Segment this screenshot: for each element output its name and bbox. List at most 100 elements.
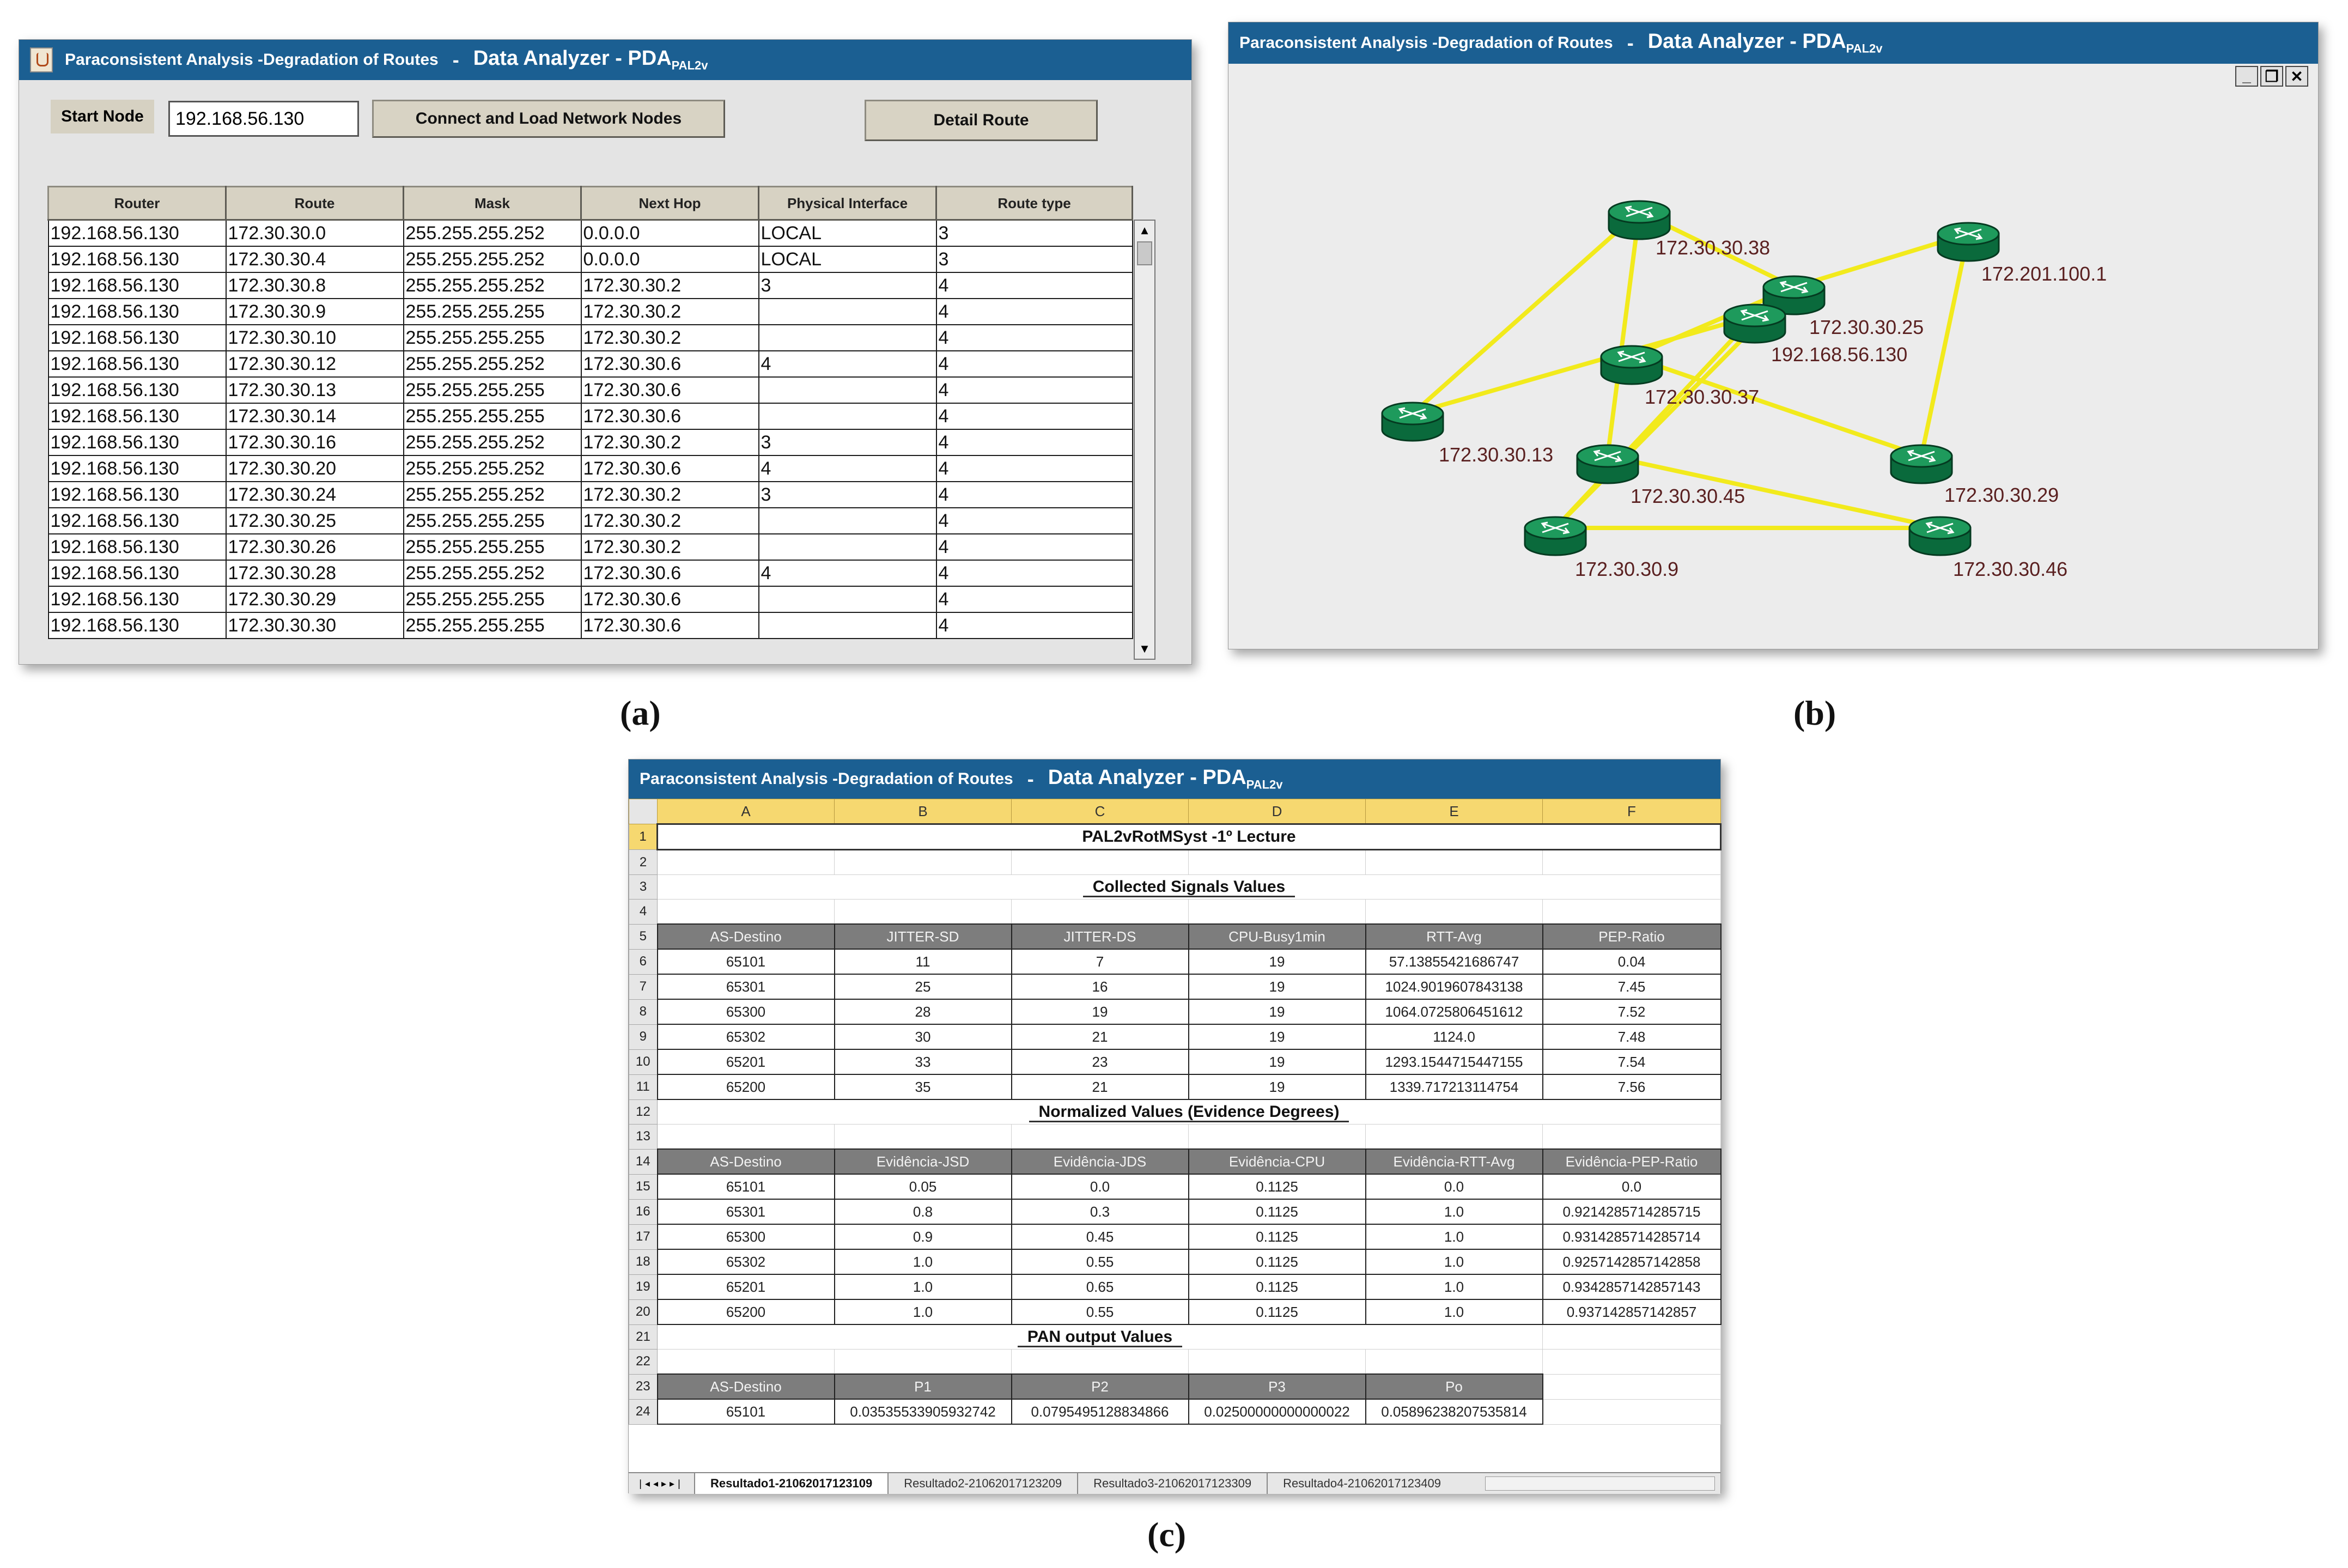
scroll-down-arrow-icon[interactable]: ▼ — [1139, 642, 1151, 655]
data-cell[interactable]: 19 — [1188, 974, 1366, 1000]
data-cell[interactable]: 11 — [834, 949, 1012, 975]
start-node-input[interactable]: 192.168.56.130 — [168, 101, 359, 137]
data-cell[interactable]: 7.48 — [1542, 1024, 1722, 1050]
data-cell[interactable]: 65101 — [656, 1174, 835, 1200]
data-cell[interactable]: 1.0 — [1365, 1274, 1543, 1300]
table-header-cell[interactable]: P3 — [1188, 1373, 1366, 1400]
row-number[interactable]: 21 — [629, 1324, 658, 1350]
table-header-cell[interactable]: P1 — [834, 1373, 1012, 1400]
data-cell[interactable]: 0.8 — [834, 1199, 1012, 1225]
data-cell[interactable]: 16 — [1011, 974, 1189, 1000]
data-cell[interactable]: 0.1125 — [1188, 1199, 1366, 1225]
data-cell[interactable]: 1.0 — [1365, 1249, 1543, 1275]
data-cell[interactable]: 19 — [1188, 1024, 1366, 1050]
data-cell[interactable]: 19 — [1188, 949, 1366, 975]
column-header[interactable]: Route — [225, 186, 404, 221]
row-number[interactable]: 9 — [629, 1024, 658, 1050]
data-cell[interactable]: 19 — [1188, 1074, 1366, 1100]
empty-cell[interactable] — [1542, 1349, 1721, 1375]
data-cell[interactable]: 21 — [1011, 1074, 1189, 1100]
data-cell[interactable]: 0.02500000000000022 — [1188, 1399, 1366, 1425]
data-cell[interactable]: 0.03535533905932742 — [834, 1399, 1012, 1425]
empty-cell[interactable] — [1542, 1373, 1721, 1400]
data-cell[interactable]: 0.1125 — [1188, 1174, 1366, 1200]
table-row[interactable]: 192.168.56.130 172.30.30.25 255.255.255.25… — [47, 507, 1133, 534]
section-heading[interactable]: Collected Signals Values — [657, 874, 1721, 900]
empty-cell[interactable] — [657, 1124, 835, 1150]
row-number[interactable]: 18 — [629, 1249, 658, 1275]
sheet-tab-2[interactable]: Resultado2-21062017123209 — [887, 1473, 1077, 1494]
row-number[interactable]: 4 — [629, 899, 658, 925]
sheet-title[interactable]: PAL2vRotMSyst -1º Lecture — [656, 823, 1722, 850]
empty-cell[interactable] — [1365, 1124, 1543, 1150]
scroll-up-arrow-icon[interactable]: ▲ — [1139, 223, 1151, 237]
data-cell[interactable]: 1.0 — [834, 1249, 1012, 1275]
table-row[interactable]: 192.168.56.130 172.30.30.26 255.255.255.25… — [47, 533, 1133, 561]
data-cell[interactable]: 65200 — [656, 1299, 835, 1325]
table-row[interactable]: 192.168.56.130 172.30.30.20 255.255.255.25… — [47, 455, 1133, 482]
table-header-cell[interactable]: Evidência-CPU — [1188, 1148, 1366, 1175]
empty-cell[interactable] — [1542, 1324, 1721, 1350]
data-cell[interactable]: 65302 — [656, 1249, 835, 1275]
section-heading[interactable]: PAN output Values — [657, 1324, 1543, 1350]
router-node-n45[interactable] — [1576, 444, 1639, 484]
empty-cell[interactable] — [1542, 849, 1721, 875]
empty-cell[interactable] — [1542, 899, 1721, 925]
empty-cell[interactable] — [657, 849, 835, 875]
table-header-cell[interactable]: Evidência-JSD — [834, 1148, 1012, 1175]
router-node-n46[interactable] — [1908, 516, 1972, 556]
table-row[interactable]: 192.168.56.130 172.30.30.29 255.255.255.25… — [47, 586, 1133, 613]
data-cell[interactable]: 0.55 — [1011, 1299, 1189, 1325]
data-cell[interactable]: 0.1125 — [1188, 1249, 1366, 1275]
table-row[interactable]: 192.168.56.130 172.30.30.9 255.255.255.255… — [47, 298, 1133, 325]
table-header-cell[interactable]: Evidência-RTT-Avg — [1365, 1148, 1543, 1175]
empty-cell[interactable] — [1188, 849, 1366, 875]
data-cell[interactable]: 65300 — [656, 999, 835, 1025]
row-number[interactable]: 3 — [629, 874, 658, 900]
row-number[interactable]: 22 — [629, 1349, 658, 1375]
route-table-scrollbar[interactable]: ▲ ▼ — [1134, 220, 1155, 660]
empty-cell[interactable] — [1365, 1349, 1543, 1375]
sheet-tab-1[interactable]: Resultado1-21062017123109 — [694, 1473, 888, 1494]
router-node-n192[interactable] — [1723, 303, 1786, 344]
data-cell[interactable]: 57.13855421686747 — [1365, 949, 1543, 975]
empty-cell[interactable] — [657, 899, 835, 925]
data-cell[interactable]: 65301 — [656, 974, 835, 1000]
table-header-cell[interactable]: CPU-Busy1min — [1188, 923, 1366, 950]
sheet-nav-arrows-icon[interactable]: |◂◂▸▸| — [639, 1478, 684, 1489]
empty-cell[interactable] — [1188, 1124, 1366, 1150]
data-cell[interactable]: 1.0 — [834, 1299, 1012, 1325]
sheet-tab-4[interactable]: Resultado4-21062017123409 — [1267, 1473, 1456, 1494]
table-row[interactable]: 192.168.56.130 172.30.30.14 255.255.255.25… — [47, 403, 1133, 430]
data-cell[interactable]: 0.937142857142857 — [1542, 1299, 1722, 1325]
table-row[interactable]: 192.168.56.130 172.30.30.13 255.255.255.25… — [47, 376, 1133, 404]
data-cell[interactable]: 0.1125 — [1188, 1274, 1366, 1300]
data-cell[interactable]: 0.0795495128834866 — [1011, 1399, 1189, 1425]
data-cell[interactable]: 1064.0725806451612 — [1365, 999, 1543, 1025]
data-cell[interactable]: 1.0 — [1365, 1199, 1543, 1225]
empty-cell[interactable] — [657, 1349, 835, 1375]
data-cell[interactable]: 19 — [1188, 999, 1366, 1025]
data-cell[interactable]: 0.04 — [1542, 949, 1722, 975]
data-cell[interactable]: 0.9257142857142858 — [1542, 1249, 1722, 1275]
table-header-cell[interactable]: AS-Destino — [656, 1148, 835, 1175]
router-node-n13[interactable] — [1381, 402, 1444, 442]
data-cell[interactable]: 28 — [834, 999, 1012, 1025]
row-number[interactable]: 17 — [629, 1224, 658, 1250]
table-header-cell[interactable]: JITTER-DS — [1011, 923, 1189, 950]
data-cell[interactable]: 0.9342857142857143 — [1542, 1274, 1722, 1300]
table-row[interactable]: 192.168.56.130 172.30.30.10 255.255.255.25… — [47, 324, 1133, 351]
row-number[interactable]: 24 — [629, 1399, 658, 1425]
horizontal-scrollbar[interactable] — [1485, 1476, 1715, 1491]
section-heading[interactable]: Normalized Values (Evidence Degrees) — [657, 1099, 1721, 1125]
empty-cell[interactable] — [834, 849, 1012, 875]
column-letter[interactable]: D — [1188, 799, 1366, 824]
data-cell[interactable]: 0.0 — [1011, 1174, 1189, 1200]
data-cell[interactable]: 23 — [1011, 1049, 1189, 1075]
scroll-thumb[interactable] — [1137, 241, 1152, 265]
column-letter[interactable]: A — [657, 799, 835, 824]
table-header-cell[interactable]: AS-Destino — [656, 923, 835, 950]
column-header[interactable]: Router — [47, 186, 227, 221]
router-node-n201[interactable] — [1937, 222, 2000, 262]
column-letter[interactable]: E — [1365, 799, 1543, 824]
